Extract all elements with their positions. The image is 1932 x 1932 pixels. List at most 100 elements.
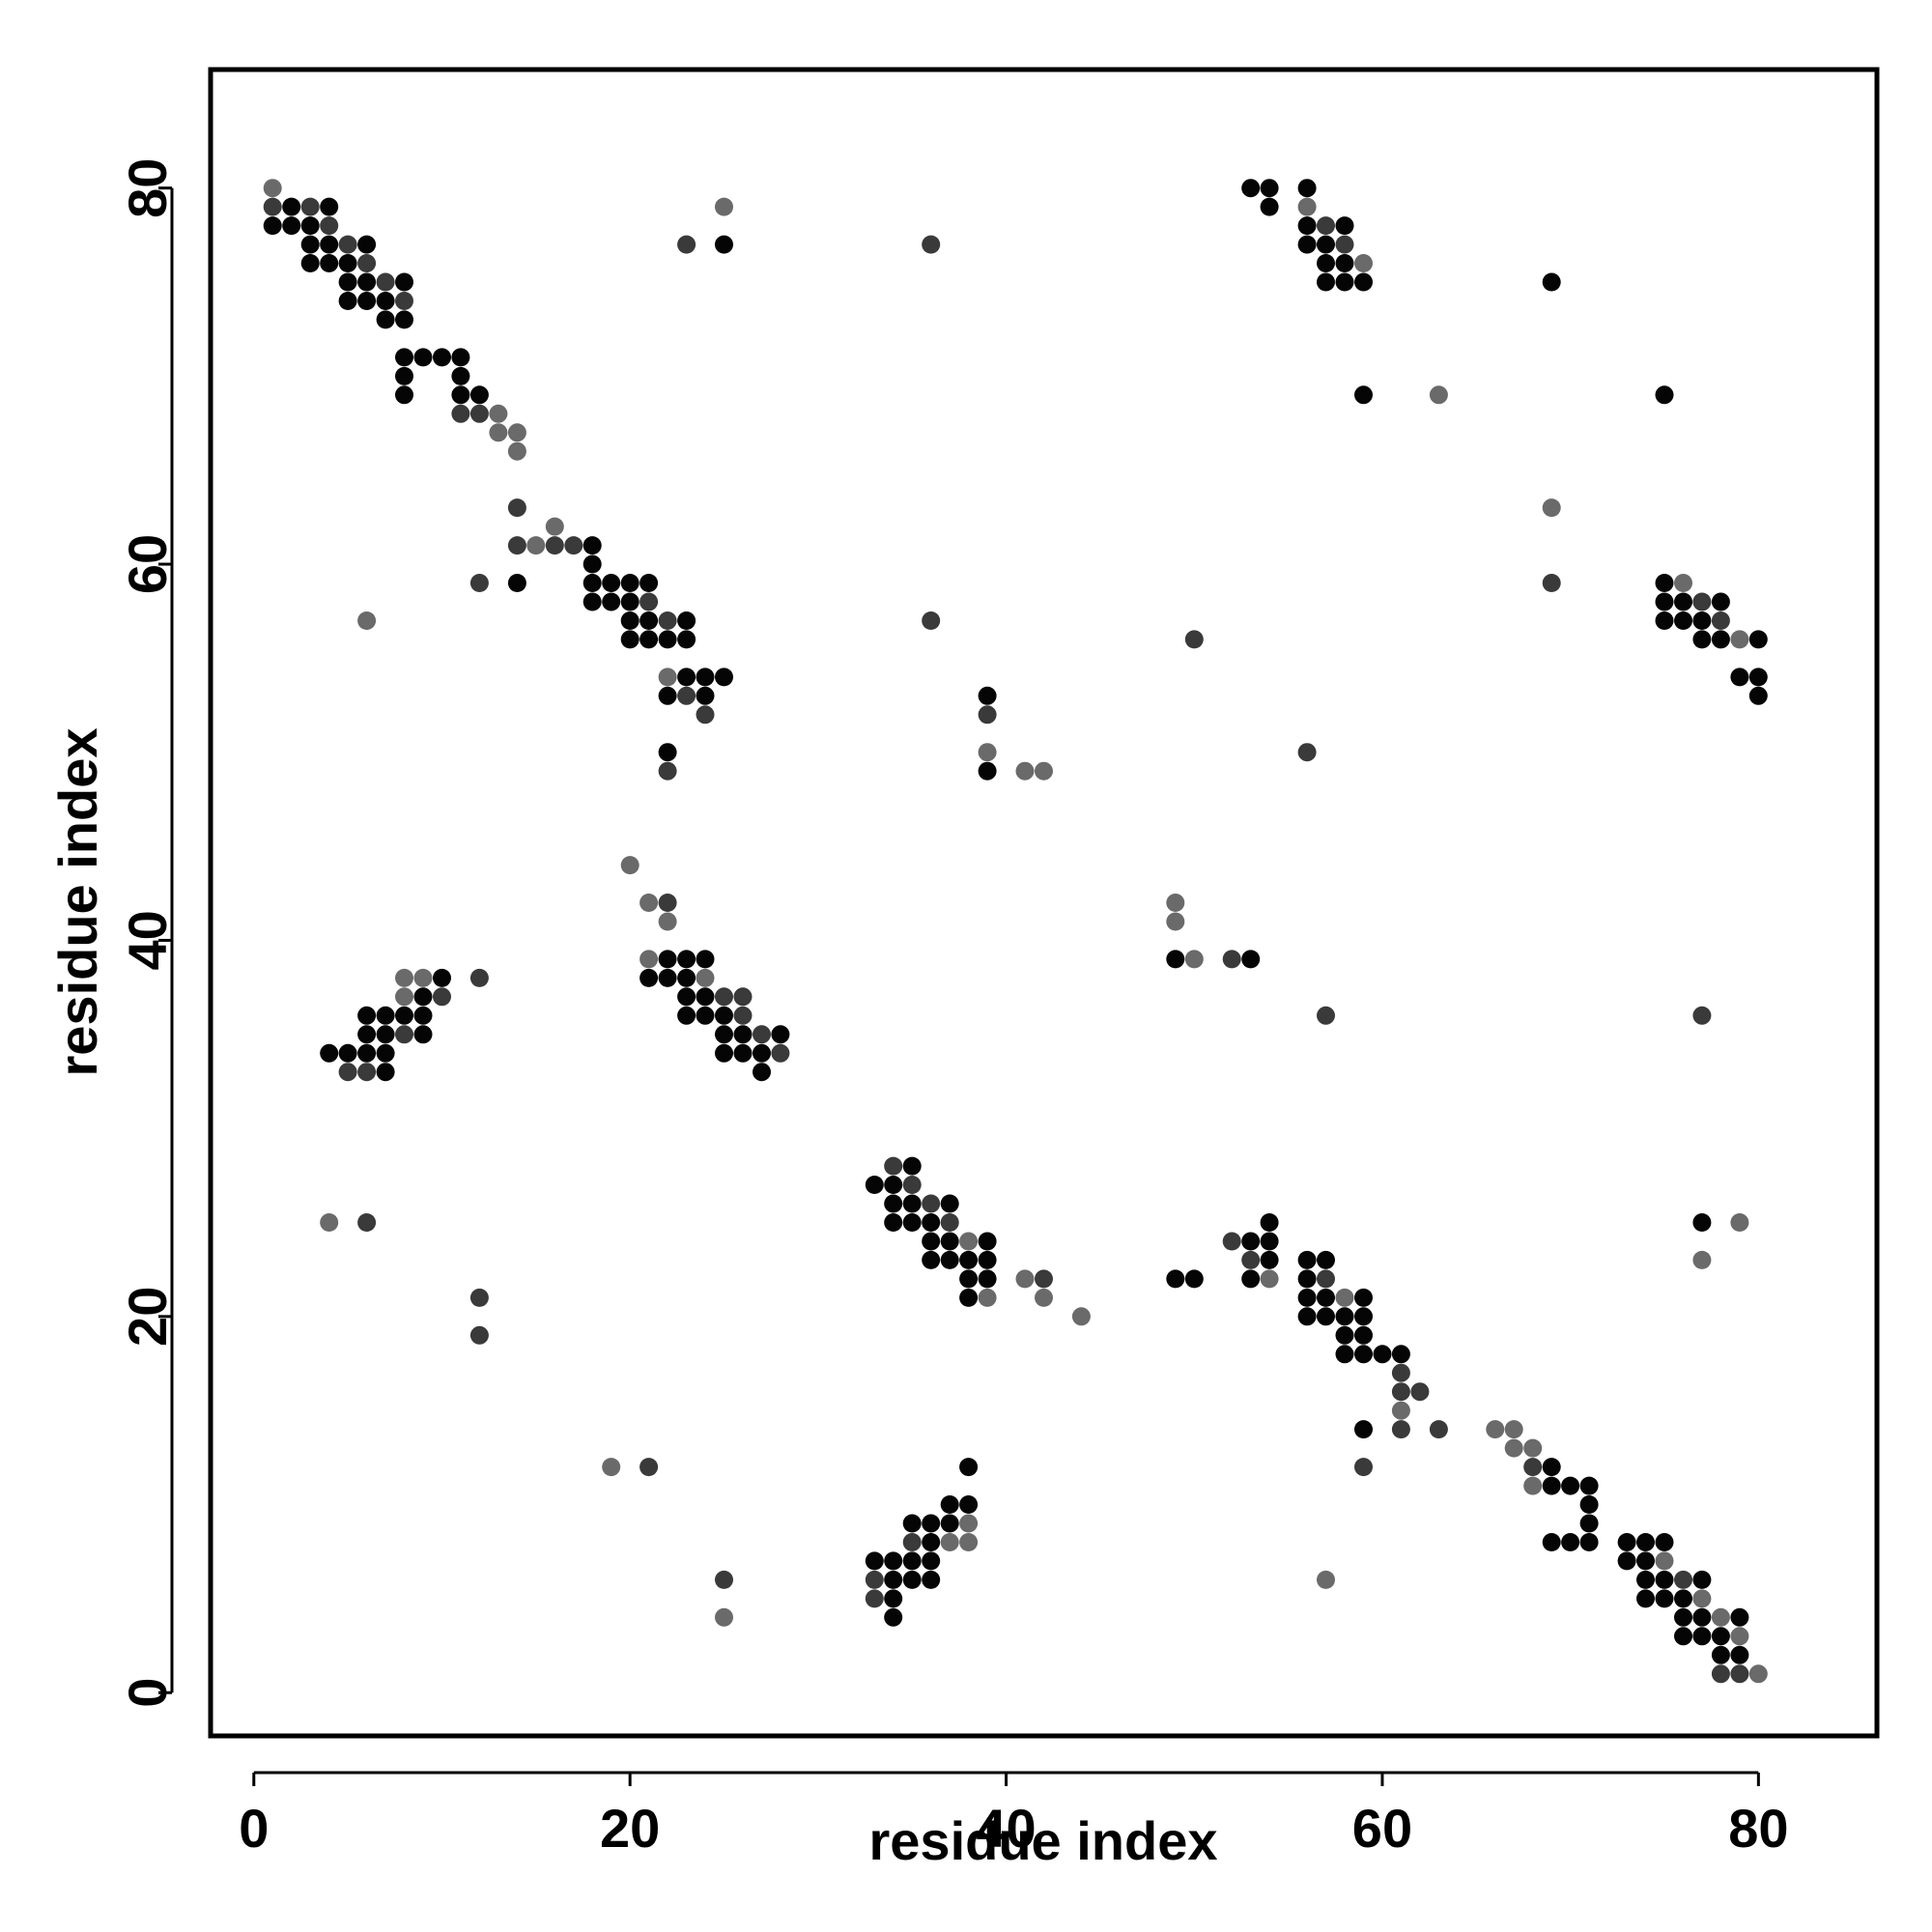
contact-point bbox=[300, 197, 320, 216]
contact-point bbox=[639, 968, 659, 987]
contact-point bbox=[582, 592, 602, 611]
contact-point bbox=[696, 987, 715, 1007]
contact-point bbox=[959, 1458, 979, 1477]
contact-point bbox=[978, 705, 997, 724]
contact-point bbox=[1297, 1288, 1317, 1307]
contact-point bbox=[1297, 216, 1317, 236]
contact-point bbox=[1297, 179, 1317, 198]
contact-point bbox=[715, 1570, 733, 1589]
contact-point bbox=[1260, 1232, 1279, 1251]
contact-point bbox=[1297, 743, 1317, 762]
contact-point bbox=[1391, 1401, 1410, 1420]
contact-point bbox=[376, 1025, 395, 1044]
contact-point bbox=[922, 1514, 941, 1533]
contact-point bbox=[582, 554, 602, 574]
contact-point bbox=[753, 1063, 771, 1082]
contact-point bbox=[959, 1495, 979, 1514]
contact-point bbox=[1166, 894, 1185, 912]
contact-point bbox=[978, 1269, 997, 1289]
contact-point bbox=[677, 950, 696, 969]
contact-point bbox=[338, 235, 357, 254]
contact-point bbox=[320, 235, 339, 254]
contact-point bbox=[1297, 197, 1317, 216]
contact-point bbox=[526, 536, 546, 555]
contact-point bbox=[1692, 592, 1712, 611]
contact-point bbox=[1655, 611, 1674, 630]
contact-point bbox=[1692, 1213, 1712, 1232]
contact-point bbox=[677, 968, 696, 987]
contact-point bbox=[469, 1288, 489, 1307]
contact-point bbox=[1429, 385, 1448, 405]
contact-point bbox=[1354, 1288, 1373, 1307]
contact-point bbox=[715, 235, 733, 254]
contact-point bbox=[1354, 1307, 1373, 1326]
contact-point bbox=[1730, 1664, 1749, 1684]
contact-point bbox=[902, 1176, 922, 1194]
contact-point bbox=[959, 1250, 979, 1269]
contact-point bbox=[677, 668, 696, 687]
contact-point bbox=[940, 1514, 959, 1533]
contact-point bbox=[300, 216, 320, 236]
contact-point bbox=[696, 950, 715, 969]
contact-point bbox=[639, 611, 659, 630]
contact-point bbox=[658, 761, 677, 781]
contact-point bbox=[922, 611, 941, 630]
contact-point bbox=[263, 197, 282, 216]
contact-point bbox=[1579, 1495, 1599, 1514]
contact-point bbox=[413, 348, 433, 367]
contact-point bbox=[733, 1043, 753, 1063]
contact-point bbox=[1335, 235, 1354, 254]
contact-point bbox=[620, 574, 639, 592]
contact-point bbox=[564, 536, 583, 555]
contact-point bbox=[677, 611, 696, 630]
contact-point bbox=[1748, 630, 1768, 649]
contact-point bbox=[940, 1495, 959, 1514]
contact-point bbox=[978, 761, 997, 781]
contact-point bbox=[1354, 1325, 1373, 1345]
plot-frame bbox=[208, 67, 1880, 1739]
contact-point bbox=[1260, 1250, 1279, 1269]
contact-point bbox=[320, 254, 339, 272]
contact-point bbox=[1655, 1589, 1674, 1608]
contact-point bbox=[658, 686, 677, 705]
contact-point bbox=[413, 1025, 433, 1044]
contact-point bbox=[357, 254, 377, 272]
contact-point bbox=[639, 592, 659, 611]
contact-point bbox=[263, 179, 282, 198]
contact-point bbox=[940, 1194, 959, 1213]
x-tick-label: 20 bbox=[600, 1798, 660, 1859]
contact-point bbox=[376, 310, 395, 329]
contact-point bbox=[978, 743, 997, 762]
contact-point bbox=[1260, 1269, 1279, 1289]
contact-point bbox=[771, 1025, 790, 1044]
contact-point bbox=[1617, 1533, 1636, 1551]
contact-point bbox=[1730, 630, 1749, 649]
contact-point bbox=[1542, 1533, 1561, 1551]
contact-point bbox=[1335, 254, 1354, 272]
contact-point bbox=[469, 574, 489, 592]
contact-point bbox=[715, 1006, 733, 1025]
contact-point bbox=[1523, 1438, 1543, 1458]
contact-point bbox=[1317, 272, 1335, 292]
contact-point bbox=[1335, 1307, 1354, 1326]
contact-point bbox=[1486, 1420, 1505, 1439]
contact-point bbox=[1674, 1570, 1692, 1589]
contact-point bbox=[978, 1288, 997, 1307]
contact-point bbox=[865, 1176, 884, 1194]
contact-point bbox=[338, 254, 357, 272]
contact-point bbox=[1674, 574, 1692, 592]
x-axis: 0 20 40 60 80 bbox=[239, 1771, 1788, 1859]
contact-point bbox=[715, 987, 733, 1007]
contact-point bbox=[1692, 1006, 1712, 1025]
contact-point bbox=[395, 987, 413, 1007]
x-tick-label: 60 bbox=[1352, 1798, 1412, 1859]
contact-point bbox=[902, 1533, 922, 1551]
contact-point bbox=[507, 574, 526, 592]
contact-point bbox=[884, 1194, 903, 1213]
contact-point bbox=[1241, 1232, 1261, 1251]
contact-point bbox=[940, 1533, 959, 1551]
contact-point bbox=[1429, 1420, 1448, 1439]
y-axis-label: residue index bbox=[47, 727, 108, 1076]
contact-point bbox=[507, 498, 526, 518]
contact-point bbox=[1636, 1589, 1655, 1608]
